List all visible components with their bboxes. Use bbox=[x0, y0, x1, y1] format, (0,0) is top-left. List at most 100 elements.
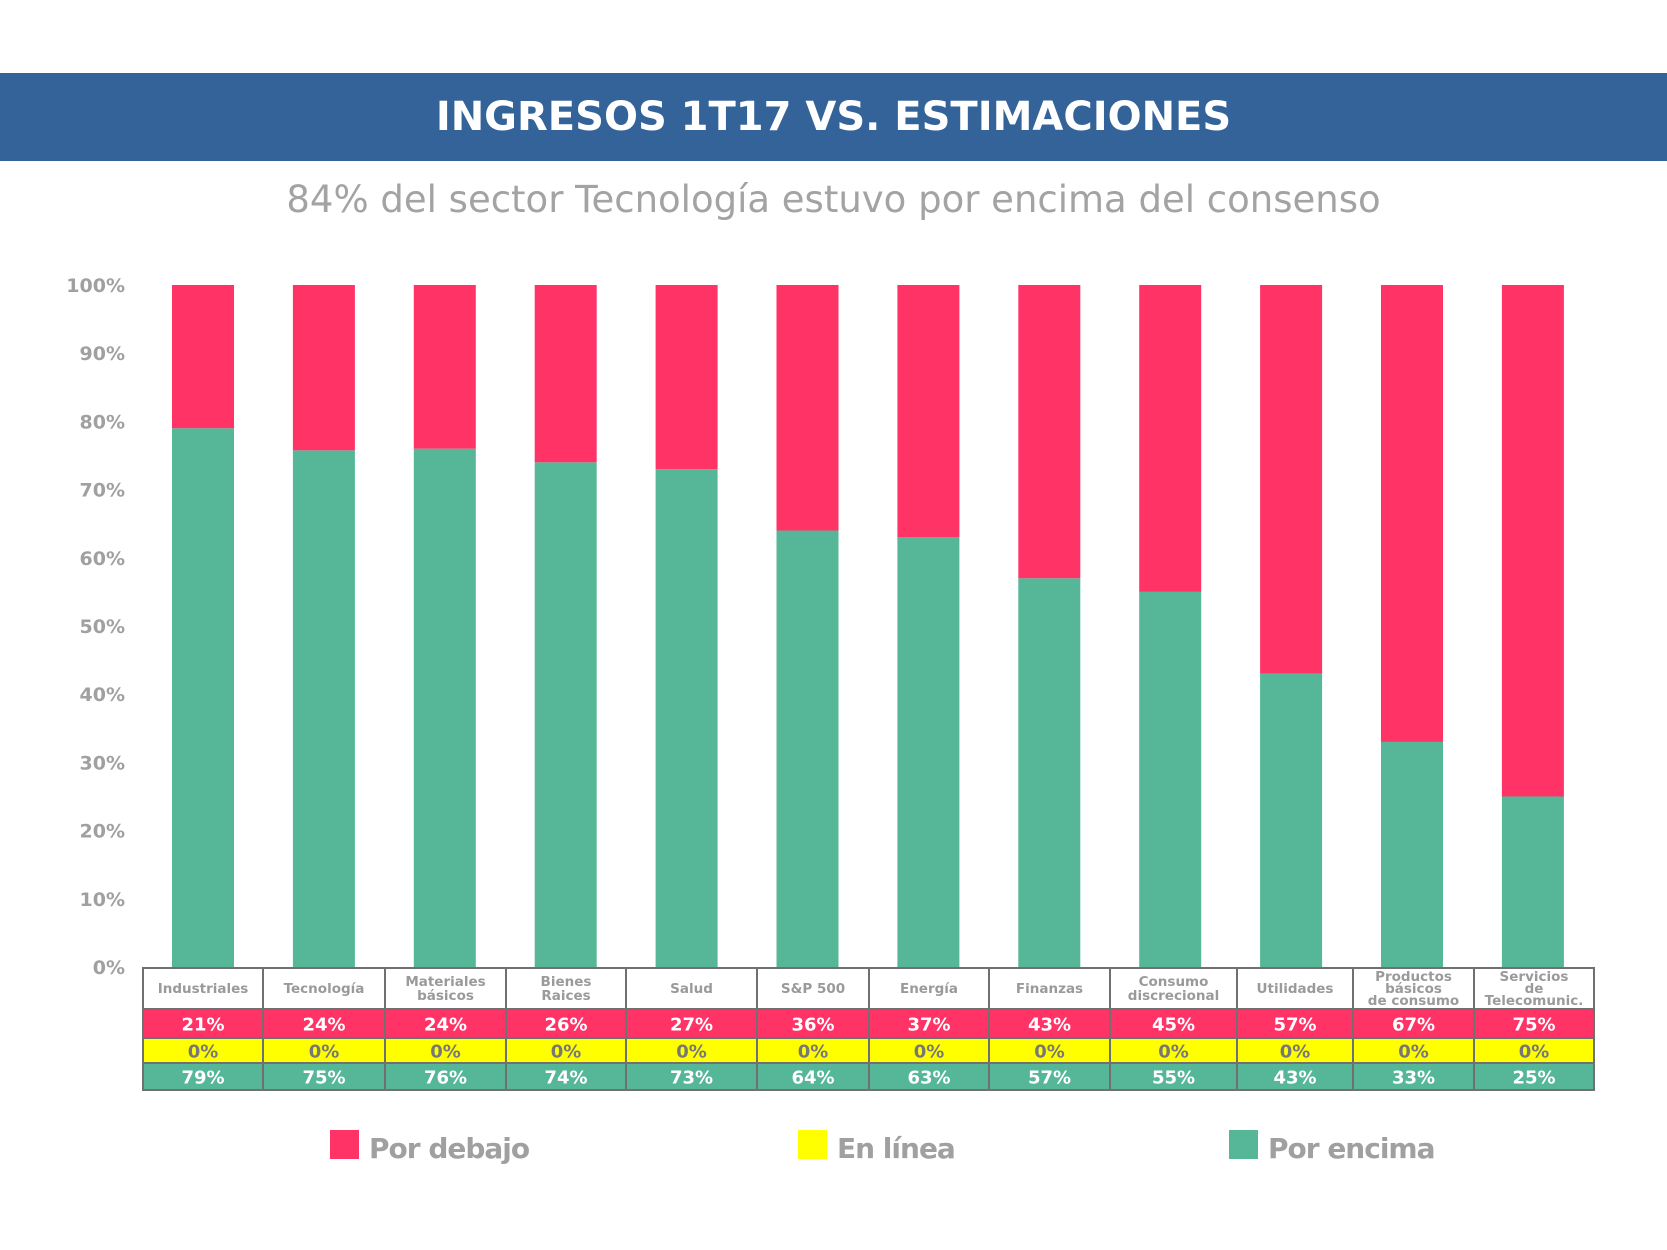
table-value-en-l-nea: 0% bbox=[188, 1042, 219, 1063]
category-label: S&P 500 bbox=[781, 981, 845, 997]
table-value-por-debajo: 24% bbox=[424, 1015, 467, 1036]
table-cell bbox=[756, 1062, 870, 1091]
y-tick-label: 0% bbox=[93, 957, 125, 979]
table-cell bbox=[1473, 1008, 1595, 1039]
table-cell bbox=[756, 1008, 870, 1039]
table-value-en-l-nea: 0% bbox=[309, 1042, 340, 1063]
category-label: Salud bbox=[670, 981, 713, 997]
bar-por-encima bbox=[1139, 591, 1202, 967]
y-tick-label: 90% bbox=[80, 343, 125, 365]
table-value-en-l-nea: 0% bbox=[798, 1042, 829, 1063]
table-cell bbox=[1352, 1062, 1475, 1091]
category-label: Energía bbox=[900, 981, 958, 997]
bar-por-debajo bbox=[1381, 285, 1443, 742]
table-value-en-l-nea: 0% bbox=[1519, 1042, 1550, 1063]
table-value-por-debajo: 43% bbox=[1028, 1015, 1071, 1036]
table-value-por-debajo: 24% bbox=[302, 1015, 345, 1036]
bar-por-encima bbox=[292, 450, 355, 967]
y-tick-label: 60% bbox=[80, 548, 125, 570]
table-cell bbox=[1109, 1062, 1238, 1091]
category-label: Industriales bbox=[158, 981, 249, 997]
table-value-por-encima: 74% bbox=[544, 1068, 587, 1089]
bar-por-encima bbox=[172, 428, 234, 968]
table-value-por-debajo: 37% bbox=[907, 1015, 950, 1036]
bar-por-debajo bbox=[776, 285, 839, 531]
table-value-por-debajo: 21% bbox=[181, 1015, 224, 1036]
table-value-por-encima: 76% bbox=[424, 1068, 467, 1089]
table-value-por-debajo: 36% bbox=[791, 1015, 834, 1036]
legend-label: Por encima bbox=[1268, 1132, 1435, 1165]
table-header-cell bbox=[505, 967, 627, 1010]
table-value-en-l-nea: 0% bbox=[1034, 1042, 1065, 1063]
category-label: Tecnología bbox=[284, 981, 365, 997]
legend-swatch bbox=[330, 1130, 359, 1159]
category-label: Utilidades bbox=[1257, 981, 1334, 997]
bar-por-debajo bbox=[1501, 285, 1564, 797]
bar-por-debajo bbox=[1018, 285, 1081, 579]
table-value-en-l-nea: 0% bbox=[1158, 1042, 1189, 1063]
y-tick-label: 80% bbox=[80, 411, 125, 433]
y-tick-label: 30% bbox=[80, 752, 125, 774]
bar-por-encima bbox=[1381, 741, 1443, 967]
category-label: de consumo bbox=[1368, 993, 1459, 1009]
category-label: Finanzas bbox=[1016, 981, 1083, 997]
category-label: básicos bbox=[417, 988, 474, 1004]
bar-por-debajo bbox=[655, 285, 718, 470]
table-value-por-encima: 57% bbox=[1028, 1068, 1071, 1089]
table-value-en-l-nea: 0% bbox=[430, 1042, 461, 1063]
bar-por-encima bbox=[776, 530, 839, 967]
title-banner: INGRESOS 1T17 VS. ESTIMACIONES bbox=[0, 73, 1667, 161]
table-cell bbox=[384, 1037, 507, 1064]
table-value-por-debajo: 27% bbox=[670, 1015, 713, 1036]
table-value-en-l-nea: 0% bbox=[1398, 1042, 1429, 1063]
table-value-por-encima: 25% bbox=[1512, 1068, 1555, 1089]
bar-por-debajo bbox=[172, 285, 234, 429]
y-tick-label: 50% bbox=[80, 616, 125, 638]
table-value-por-debajo: 57% bbox=[1273, 1015, 1316, 1036]
table-cell bbox=[142, 1062, 264, 1091]
category-label: Productos bbox=[1375, 969, 1452, 985]
table-value-en-l-nea: 0% bbox=[914, 1042, 945, 1063]
bar-por-encima bbox=[1260, 673, 1323, 967]
y-tick-label: 100% bbox=[66, 275, 125, 297]
table-cell bbox=[1109, 1008, 1238, 1039]
bar-por-debajo bbox=[534, 285, 597, 463]
table-cell bbox=[625, 1037, 758, 1064]
chart-title: INGRESOS 1T17 VS. ESTIMACIONES bbox=[435, 94, 1232, 140]
table-value-por-debajo: 67% bbox=[1392, 1015, 1435, 1036]
table-cell bbox=[988, 1062, 1111, 1091]
bar-por-debajo bbox=[1260, 285, 1323, 674]
bar-por-encima bbox=[655, 469, 718, 967]
category-label: de bbox=[1525, 981, 1544, 997]
table-header-cell bbox=[384, 967, 507, 1010]
bar-por-debajo bbox=[897, 285, 960, 538]
table-value-por-encima: 43% bbox=[1273, 1068, 1316, 1089]
legend-swatch bbox=[1229, 1130, 1258, 1159]
y-tick-label: 20% bbox=[80, 821, 125, 843]
table-header-cell bbox=[868, 967, 990, 1010]
bar-por-encima bbox=[1018, 578, 1081, 967]
table-cell bbox=[625, 1008, 758, 1039]
category-label: discrecional bbox=[1128, 988, 1219, 1004]
table-cell bbox=[505, 1037, 627, 1064]
table-value-por-encima: 33% bbox=[1392, 1068, 1435, 1089]
bar-por-debajo bbox=[413, 285, 476, 449]
table-value-por-encima: 64% bbox=[791, 1068, 834, 1089]
bar-por-debajo bbox=[1139, 285, 1202, 592]
legend-label: En línea bbox=[837, 1132, 955, 1165]
table-cell bbox=[1473, 1062, 1595, 1091]
bar-por-encima bbox=[413, 448, 476, 967]
category-label: Bienes bbox=[541, 974, 592, 990]
table-value-por-encima: 79% bbox=[181, 1068, 224, 1089]
bar-por-encima bbox=[1501, 796, 1564, 967]
table-header-cell bbox=[625, 967, 758, 1010]
table-cell bbox=[1473, 1037, 1595, 1064]
y-tick-label: 10% bbox=[80, 889, 125, 911]
table-header-cell bbox=[1473, 967, 1595, 1010]
category-label: Servicios bbox=[1500, 969, 1569, 985]
category-label: básicos bbox=[1385, 981, 1442, 997]
legend-label: Por debajo bbox=[369, 1132, 530, 1165]
y-tick-label: 70% bbox=[80, 480, 125, 502]
chart-subtitle: 84% del sector Tecnología estuvo por enc… bbox=[286, 178, 1381, 221]
